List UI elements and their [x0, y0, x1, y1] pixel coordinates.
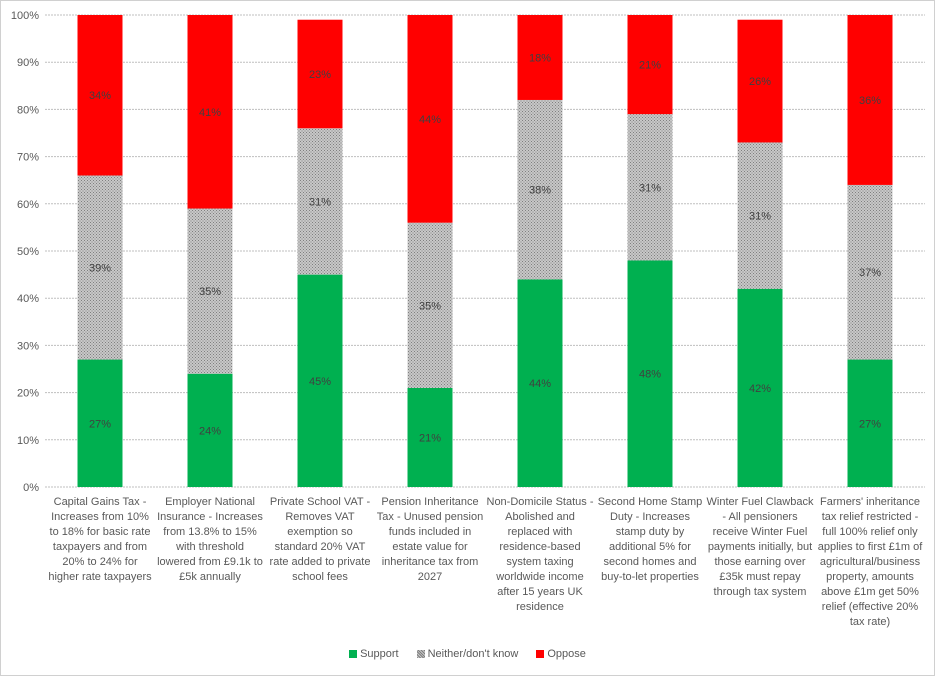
y-tick-label: 40%: [17, 293, 39, 305]
bar-segment-oppose: [517, 15, 563, 100]
bar-segment-oppose: [297, 19, 343, 129]
bar-segment-oppose: [77, 15, 123, 176]
data-label: 41%: [199, 107, 221, 119]
y-tick-label: 70%: [17, 152, 39, 164]
bar-segment-neither-don-t-know: [517, 99, 563, 280]
x-category-label: Non-Domicile Status - Abolished and repl…: [486, 496, 594, 613]
y-tick-label: 0%: [23, 482, 39, 494]
data-label: 36%: [859, 95, 881, 107]
data-label: 23%: [309, 69, 331, 81]
legend-item: Neither/don't know: [416, 648, 519, 660]
data-label: 44%: [419, 114, 441, 126]
y-tick-label: 50%: [17, 246, 39, 258]
bar-segment-oppose: [187, 15, 233, 209]
data-label: 24%: [199, 425, 221, 437]
data-label: 31%: [749, 211, 771, 223]
bar-segment-oppose: [737, 19, 783, 143]
y-tick-label: 100%: [11, 10, 39, 22]
legend-swatch: [349, 650, 358, 658]
y-tick-label: 30%: [17, 340, 39, 352]
x-category-label: Farmers' inheritance tax relief restrict…: [817, 496, 923, 628]
bar-segment-oppose: [627, 15, 673, 115]
data-label: 48%: [639, 369, 661, 381]
x-category-label: Second Home Stamp Duty - Increases stamp…: [597, 496, 703, 583]
legend-item: Support: [349, 648, 399, 660]
legend-label: Support: [360, 648, 399, 660]
bar-segment-support: [847, 359, 893, 487]
x-category-label: Winter Fuel Clawback - All pensioners re…: [706, 496, 814, 598]
legend-label: Neither/don't know: [427, 648, 519, 660]
data-label: 44%: [529, 378, 551, 390]
legend-swatch: [536, 650, 545, 658]
data-label: 27%: [89, 418, 111, 430]
x-category-label: Pension Inheritance Tax - Unused pension…: [376, 496, 484, 583]
data-label: 37%: [859, 267, 881, 279]
bar-segment-neither-don-t-know: [187, 208, 233, 374]
data-label: 42%: [749, 383, 771, 395]
bar-segment-neither-don-t-know: [407, 222, 453, 388]
data-label: 26%: [749, 76, 771, 88]
bar-segment-oppose: [847, 15, 893, 185]
legend: Support Neither/don't know Oppose: [0, 648, 935, 660]
bar-segment-neither-don-t-know: [297, 128, 343, 275]
data-label: 38%: [529, 185, 551, 197]
x-category-label: Employer National Insurance - Increases …: [157, 496, 263, 583]
y-tick-label: 60%: [17, 199, 39, 211]
data-label: 31%: [639, 182, 661, 194]
data-label: 45%: [309, 376, 331, 388]
data-label: 35%: [419, 300, 441, 312]
data-label: 35%: [199, 286, 221, 298]
legend-item: Oppose: [536, 648, 586, 660]
bar-segment-neither-don-t-know: [627, 114, 673, 261]
bar-segment-support: [297, 274, 343, 487]
data-label: 31%: [309, 196, 331, 208]
data-label: 21%: [639, 60, 661, 72]
y-tick-label: 20%: [17, 388, 39, 400]
data-label: 18%: [529, 52, 551, 64]
bar-segment-support: [407, 387, 453, 487]
y-tick-label: 10%: [17, 435, 39, 447]
data-label: 39%: [89, 263, 111, 275]
data-label: 27%: [859, 418, 881, 430]
y-tick-label: 80%: [17, 104, 39, 116]
x-category-label: Capital Gains Tax - Increases from 10% t…: [48, 496, 152, 583]
bar-segment-neither-don-t-know: [847, 184, 893, 360]
bar-segment-neither-don-t-know: [77, 175, 123, 360]
data-label: 34%: [89, 90, 111, 102]
bar-segment-neither-don-t-know: [737, 142, 783, 289]
bar-segment-support: [77, 359, 123, 487]
bar-segment-support: [627, 260, 673, 487]
y-tick-label: 90%: [17, 57, 39, 69]
data-label: 21%: [419, 432, 441, 444]
legend-swatch: [416, 650, 425, 658]
legend-label: Oppose: [547, 648, 586, 660]
bar-segment-support: [737, 288, 783, 487]
bar-segment-support: [517, 279, 563, 487]
bar-segment-support: [187, 373, 233, 487]
bar-segment-oppose: [407, 15, 453, 223]
x-category-label: Private School VAT - Removes VAT exempti…: [269, 496, 371, 583]
